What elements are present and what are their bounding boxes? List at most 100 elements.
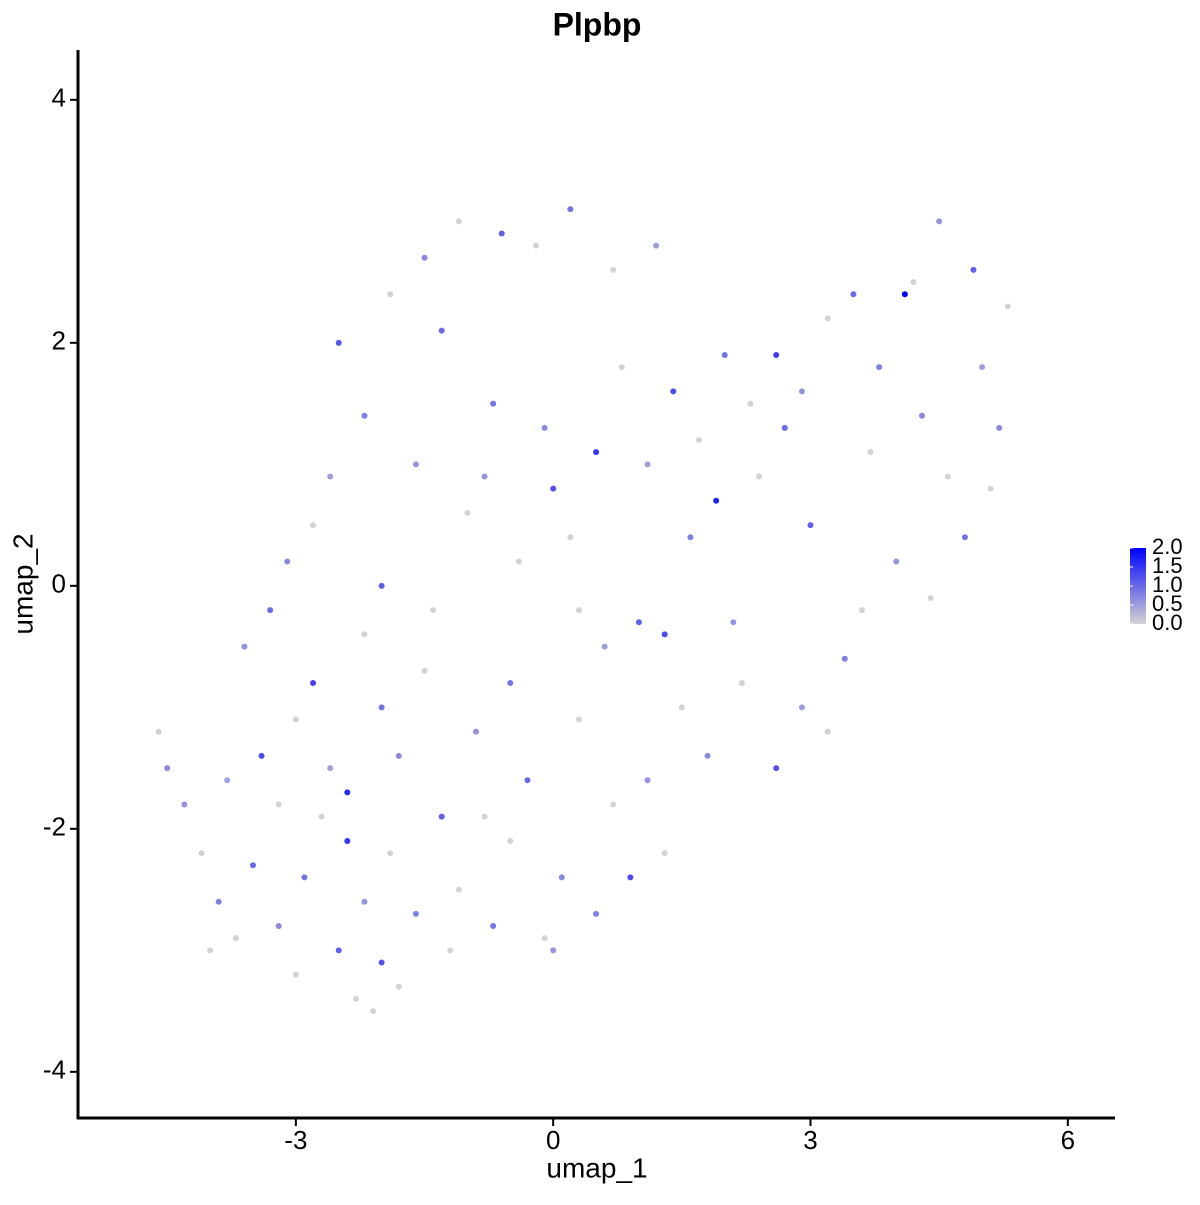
- cell-point: [438, 813, 445, 820]
- cell-point: [515, 558, 522, 565]
- y-tick-label: 2: [52, 326, 66, 356]
- cell-point: [919, 412, 926, 419]
- cell-point: [798, 704, 805, 711]
- y-axis-label: umap_2: [7, 533, 38, 634]
- cell-point: [524, 777, 531, 784]
- cell-point: [370, 1008, 377, 1015]
- cell-point: [627, 874, 634, 881]
- cell-point: [344, 837, 351, 844]
- cell-point: [781, 424, 788, 431]
- cell-point: [318, 813, 325, 820]
- cell-point: [224, 777, 231, 784]
- cell-point: [867, 449, 874, 456]
- cell-point: [395, 752, 402, 759]
- y-tick-label: -4: [43, 1055, 66, 1085]
- cell-point: [481, 813, 488, 820]
- cell-point: [498, 230, 505, 237]
- cell-point: [455, 218, 462, 225]
- cell-point: [455, 886, 462, 893]
- cell-point: [567, 534, 574, 541]
- cell-point: [936, 218, 943, 225]
- cell-point: [421, 254, 428, 261]
- cell-point: [447, 947, 454, 954]
- cell-point: [378, 582, 385, 589]
- cell-point: [327, 765, 334, 772]
- cell-point: [738, 680, 745, 687]
- cell-point: [378, 704, 385, 711]
- cell-point: [678, 704, 685, 711]
- cell-point: [807, 522, 814, 529]
- cell-point: [944, 473, 951, 480]
- x-tick-label: 0: [546, 1125, 560, 1155]
- x-tick-label: -3: [284, 1125, 307, 1155]
- cell-point: [575, 607, 582, 614]
- cell-point: [275, 801, 282, 808]
- cell-point: [438, 327, 445, 334]
- cell-point: [507, 837, 514, 844]
- cell-point: [644, 777, 651, 784]
- x-tick-label: 3: [803, 1125, 817, 1155]
- cell-point: [267, 607, 274, 614]
- cell-point: [310, 522, 317, 529]
- cell-point: [910, 279, 917, 286]
- color-tick-label: 0.0: [1152, 610, 1183, 635]
- cell-point: [618, 364, 625, 371]
- cell-point: [704, 752, 711, 759]
- cell-point: [335, 947, 342, 954]
- cell-point: [421, 667, 428, 674]
- cell-point: [653, 242, 660, 249]
- cell-point: [593, 449, 600, 456]
- cell-point: [387, 291, 394, 298]
- cell-point: [593, 910, 600, 917]
- cell-point: [507, 680, 514, 687]
- cell-point: [695, 437, 702, 444]
- cell-point: [344, 789, 351, 796]
- cell-point: [979, 364, 986, 371]
- x-tick-label: 6: [1061, 1125, 1075, 1155]
- cell-point: [352, 995, 359, 1002]
- cell-point: [824, 728, 831, 735]
- cell-point: [901, 291, 908, 298]
- cell-point: [378, 959, 385, 966]
- cell-point: [970, 266, 977, 273]
- cell-point: [670, 388, 677, 395]
- x-axis-label: umap_1: [546, 1152, 647, 1183]
- cell-point: [275, 923, 282, 930]
- cell-point: [567, 206, 574, 213]
- cell-point: [730, 619, 737, 626]
- cell-point: [824, 315, 831, 322]
- cell-point: [850, 291, 857, 298]
- cell-point: [481, 473, 488, 480]
- cell-point: [961, 534, 968, 541]
- y-tick-label: -2: [43, 812, 66, 842]
- color-bar: [1130, 548, 1146, 624]
- cell-point: [472, 728, 479, 735]
- cell-point: [464, 509, 471, 516]
- cell-point: [541, 935, 548, 942]
- cell-point: [284, 558, 291, 565]
- cell-point: [249, 862, 256, 869]
- y-tick-label: 4: [52, 83, 66, 113]
- cell-point: [361, 412, 368, 419]
- cell-point: [876, 364, 883, 371]
- cell-point: [721, 351, 728, 358]
- cell-point: [533, 242, 540, 249]
- cell-point: [798, 388, 805, 395]
- cell-point: [541, 424, 548, 431]
- color-tick-label: 1.0: [1152, 572, 1183, 597]
- cell-point: [635, 619, 642, 626]
- cell-point: [927, 594, 934, 601]
- cell-point: [430, 607, 437, 614]
- cell-point: [335, 339, 342, 346]
- cell-point: [747, 400, 754, 407]
- y-tick-label: 0: [52, 569, 66, 599]
- cell-point: [687, 534, 694, 541]
- cell-point: [292, 716, 299, 723]
- cell-point: [841, 655, 848, 662]
- cell-point: [490, 923, 497, 930]
- cell-point: [310, 680, 317, 687]
- cell-point: [550, 947, 557, 954]
- cell-point: [198, 850, 205, 857]
